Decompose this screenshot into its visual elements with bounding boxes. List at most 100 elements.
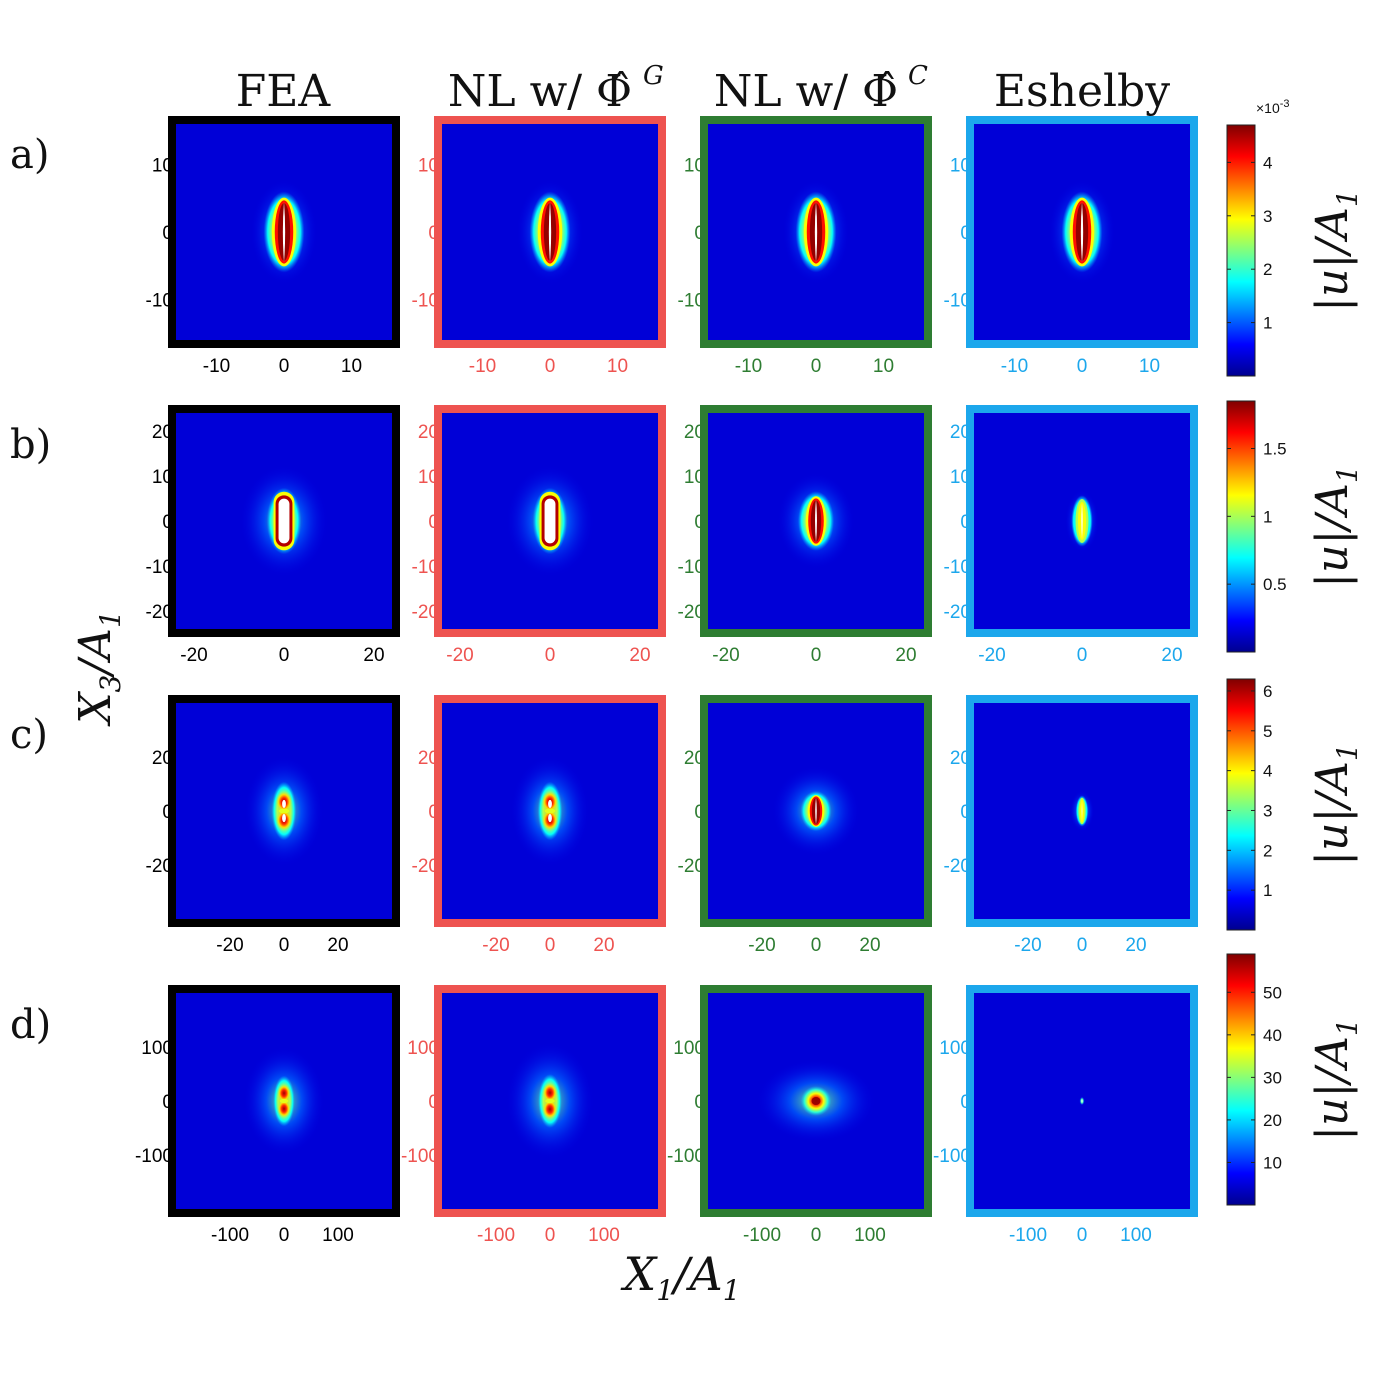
column-title-nl-g: NL w/ Φ̂ G [448, 61, 664, 117]
crack-opening [548, 814, 552, 823]
colorbar-label: |u|/A1 [1307, 465, 1364, 587]
colorbar-tick-label: 1.5 [1263, 439, 1287, 458]
x-tick-label: -10 [1001, 356, 1028, 377]
x-tick-label: 20 [327, 935, 348, 956]
x-tick-label: 10 [341, 356, 362, 377]
panel-frame [700, 695, 932, 927]
crack-opening [548, 799, 552, 808]
y-tick-label: -10 [944, 291, 971, 312]
colorbar-tick-label: 1 [1263, 881, 1272, 900]
y-tick-label: 10 [152, 156, 173, 177]
y-tick-label: 10 [950, 156, 971, 177]
y-tick-label: 100 [141, 1038, 173, 1059]
y-tick-label: 0 [162, 1092, 173, 1113]
row-label-a: a) [10, 132, 49, 178]
x-tick-label: -100 [743, 1225, 781, 1246]
y-tick-label: 0 [960, 1092, 971, 1113]
x-tick-label: 0 [545, 356, 556, 377]
heatmap-panel: -10 0 10 10 0 -10 [412, 116, 666, 377]
colorbar-gradient [1226, 678, 1256, 931]
panel-frame [168, 985, 400, 1217]
crack-opening [814, 201, 818, 263]
x-tick-label: -20 [216, 935, 243, 956]
y-tick-label: 10 [950, 467, 971, 488]
svg-text:|u|/A1: |u|/A1 [1307, 189, 1364, 311]
colorbar-gradient [1226, 400, 1256, 653]
colorbar: 1 2 3 4 ×10-3 |u|/A1 [1226, 98, 1364, 377]
x-tick-label: -10 [735, 356, 762, 377]
heatmap-panel: -10 0 10 10 0 -10 [678, 116, 932, 377]
y-tick-label: -10 [678, 557, 705, 578]
panel-frame [700, 985, 932, 1217]
x-tick-label: 0 [545, 1225, 556, 1246]
field-lobe [542, 1099, 558, 1120]
x-tick-label: -100 [211, 1225, 249, 1246]
heatmap-panel: -20 0 20 20 10 0 -10 -20 [146, 405, 400, 666]
x-tick-label: 0 [1077, 645, 1088, 666]
heatmap-panel: -20 0 20 20 10 0 -10 -20 [944, 405, 1198, 666]
x-tick-label: 0 [1077, 1225, 1088, 1246]
heatmap-panel: -20 0 20 20 0 -20 [678, 695, 932, 956]
x-tick-label: -20 [978, 645, 1005, 666]
y-tick-label: 100 [673, 1038, 705, 1059]
y-tick-label: 10 [684, 467, 705, 488]
panel-frame [168, 116, 400, 348]
svg-text:|u|/A1: |u|/A1 [1307, 465, 1364, 587]
colorbar-tick-label: 5 [1263, 722, 1272, 741]
heatmap-panel: -20 0 20 20 10 0 -10 -20 [678, 405, 932, 666]
panel-frame [434, 695, 666, 927]
y-tick-label: -10 [146, 557, 173, 578]
y-tick-label: 0 [694, 512, 705, 533]
y-tick-label: 0 [428, 802, 439, 823]
colorbar-tick-label: 2 [1263, 260, 1272, 279]
colorbar-label: |u|/A1 [1307, 1018, 1364, 1140]
y-tick-label: 20 [418, 748, 439, 769]
x-tick-label: 0 [279, 1225, 290, 1246]
panel-frame [966, 405, 1198, 637]
crack-opening [548, 201, 552, 263]
colorbar: 10 20 30 40 50 |u|/A1 [1226, 953, 1364, 1206]
y-tick-label: -10 [146, 291, 173, 312]
x-tick-label: -100 [1009, 1225, 1047, 1246]
x-tick-label: -20 [1014, 935, 1041, 956]
crack-opening [282, 814, 286, 823]
svg-text:X3/A1: X3/A1 [70, 610, 127, 727]
x-tick-label: 0 [279, 645, 290, 666]
colorbar-tick-label: 1 [1263, 507, 1272, 526]
x-axis-label: X1/A1 [620, 1247, 740, 1307]
heatmap-panel: -100 0 100 100 0 -100 [401, 985, 666, 1246]
colorbar-tick-label: 50 [1263, 983, 1282, 1002]
x-tick-label: -20 [446, 645, 473, 666]
colorbar-tick-label: 40 [1263, 1026, 1282, 1045]
x-tick-label: 100 [1120, 1225, 1152, 1246]
y-tick-label: 20 [684, 422, 705, 443]
y-tick-label: 10 [418, 156, 439, 177]
y-tick-label: 10 [152, 467, 173, 488]
y-axis-label: X3/A1 [70, 610, 127, 727]
x-tick-label: 0 [1077, 356, 1088, 377]
y-tick-label: 0 [428, 223, 439, 244]
colorbar-tick-label: 4 [1263, 153, 1272, 172]
colorbar-tick-label: 10 [1263, 1153, 1282, 1172]
colorbar-exponent: ×10-3 [1256, 98, 1290, 116]
y-tick-label: -100 [135, 1146, 173, 1167]
panel-frame [700, 116, 932, 348]
x-tick-label: 20 [895, 645, 916, 666]
column-title-nl-c: NL w/ Φ̂ C [714, 61, 928, 117]
heatmap-panel: -100 0 100 100 0 -100 [135, 985, 400, 1246]
panel-frame [966, 116, 1198, 348]
y-tick-label: -100 [933, 1146, 971, 1167]
y-tick-label: 20 [152, 748, 173, 769]
crack-opening [282, 201, 286, 263]
colorbar-tick-label: 3 [1263, 207, 1272, 226]
y-tick-label: -10 [412, 557, 439, 578]
colorbar-tick-label: 20 [1263, 1111, 1282, 1130]
y-tick-label: -20 [678, 856, 705, 877]
x-tick-label: 0 [279, 935, 290, 956]
colorbars-layer: 1 2 3 4 ×10-3 |u|/A1 0.5 1 1.5 |u|/A1 1 2 3 4 5 6 |u|/A1… [1226, 98, 1364, 1206]
crack-opening [815, 499, 817, 543]
colorbar-tick-label: 1 [1263, 314, 1272, 333]
column-title-fea: FEA [236, 66, 332, 117]
colorbar: 0.5 1 1.5 |u|/A1 [1226, 400, 1364, 653]
